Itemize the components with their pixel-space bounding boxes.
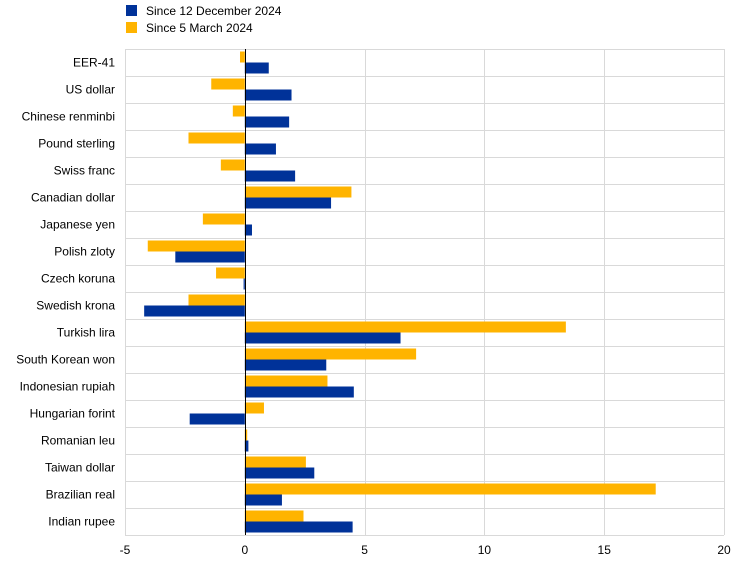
category-label: Polish zloty [54,245,115,259]
category-label: Indian rupee [48,515,115,529]
legend: Since 12 December 2024 Since 5 March 2024 [126,4,282,35]
x-tick-label: 10 [478,543,492,557]
category-label: Turkish lira [57,326,116,340]
bar [232,105,245,117]
bar [211,78,245,90]
category-label: EER-41 [73,56,115,70]
category-label: Brazilian real [46,488,115,502]
category-label: Chinese renminbi [22,110,115,124]
bar [244,170,296,182]
bar [175,251,245,263]
bar [244,186,352,198]
bar [147,240,245,252]
bar [202,213,245,225]
axis-layer: -5 0 5 10 15 20 EER-41 US dollar Chinese renminb… [16,49,731,557]
bar [216,267,245,279]
grid-layer [125,49,725,536]
bar [188,294,245,306]
legend-swatch [126,22,137,33]
bar [189,413,245,425]
bar [244,483,656,495]
bar [244,510,304,522]
category-label: Swiss franc [54,164,115,178]
bar [188,132,245,144]
bar [244,348,417,360]
category-label: Hungarian forint [30,407,116,421]
bar [244,359,327,371]
category-label: Indonesian rupiah [20,380,115,394]
bars-layer [144,51,656,533]
bar [244,197,332,209]
legend-swatch [126,5,137,16]
legend-label: Since 5 March 2024 [146,21,253,35]
x-tick-label: 0 [241,543,248,557]
category-label: Pound sterling [38,137,115,151]
bar [244,402,264,414]
category-label: Swedish krona [36,299,115,313]
bar [244,62,269,74]
bar [244,494,282,506]
bar [240,51,245,63]
bar [243,278,245,290]
bar [244,440,249,452]
bar [244,456,306,468]
bar [244,116,290,128]
bar [244,143,276,155]
x-tick-label: -5 [120,543,131,557]
category-label: South Korean won [16,353,115,367]
bar [244,521,353,533]
category-label: Czech koruna [41,272,115,286]
category-label: Taiwan dollar [45,461,115,475]
bar [220,159,245,171]
bar [244,467,315,479]
x-tick-label: 20 [717,543,731,557]
bar [244,375,328,387]
category-label: Romanian leu [41,434,115,448]
bar [244,332,401,344]
category-label: Canadian dollar [31,191,115,205]
bar [244,321,566,333]
category-label: Japanese yen [40,218,115,232]
bar [244,386,354,398]
bar [244,224,252,236]
category-label: US dollar [66,83,115,97]
legend-label: Since 12 December 2024 [146,4,282,18]
x-tick-label: 15 [598,543,612,557]
bar [144,305,245,317]
bar [244,89,292,101]
x-tick-label: 5 [361,543,368,557]
